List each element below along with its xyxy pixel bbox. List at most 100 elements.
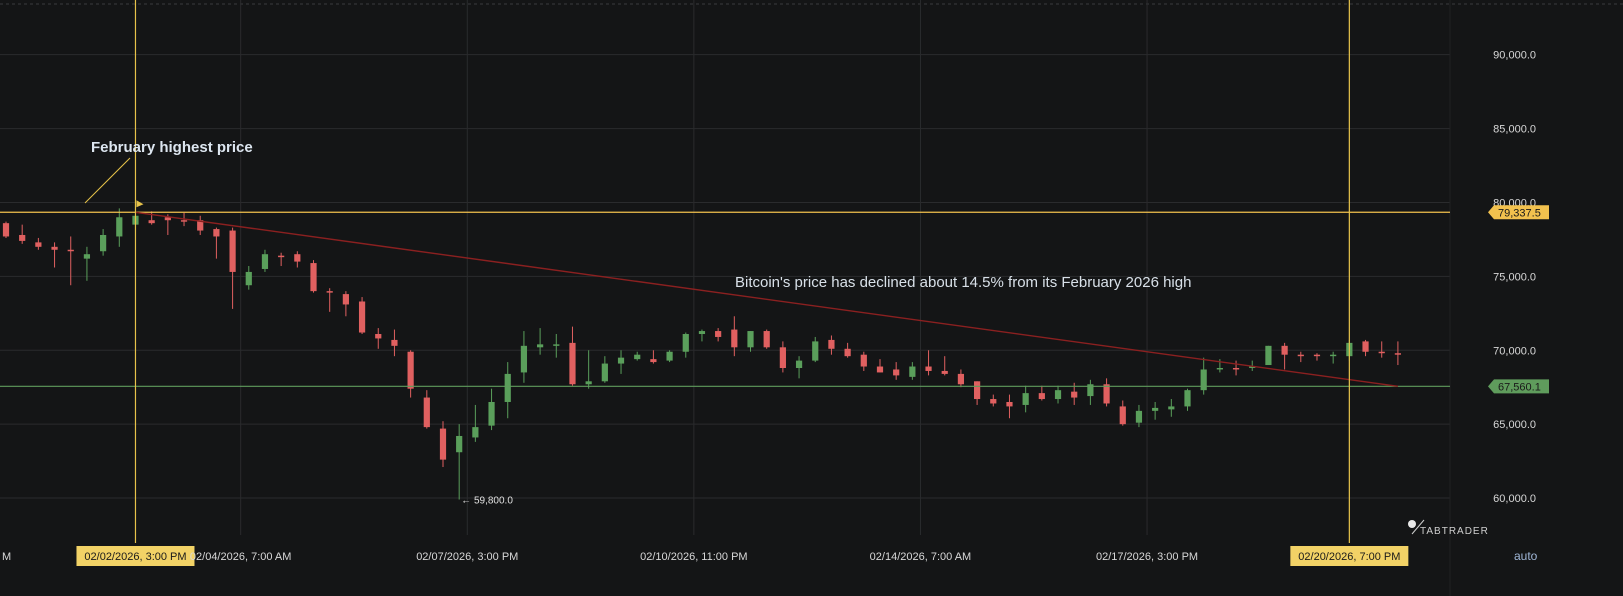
candle-body bbox=[812, 341, 819, 361]
x-tick-label: 02/07/2026, 3:00 PM bbox=[416, 551, 518, 563]
candle bbox=[278, 252, 285, 267]
candle bbox=[795, 356, 803, 379]
candle-body bbox=[278, 255, 285, 258]
candle-body bbox=[100, 234, 107, 252]
candle-body bbox=[245, 271, 252, 286]
candle bbox=[310, 260, 317, 293]
x-tick-label: 02/04/2026, 7:00 AM bbox=[190, 551, 292, 563]
decline-annotation: Bitcoin's price has declined about 14.5%… bbox=[735, 274, 1191, 291]
x-tick-label: M bbox=[2, 551, 11, 563]
candle bbox=[909, 362, 916, 380]
candle bbox=[1103, 378, 1110, 407]
candle-body bbox=[1103, 384, 1110, 404]
candle-body bbox=[197, 220, 204, 231]
candle bbox=[957, 369, 965, 388]
candle bbox=[488, 388, 495, 431]
candle-body bbox=[601, 363, 608, 382]
candle-body bbox=[375, 334, 382, 339]
candle-body bbox=[666, 351, 673, 361]
candle-body bbox=[342, 294, 349, 305]
candle-body bbox=[1119, 406, 1126, 425]
candle bbox=[682, 332, 689, 358]
candle-body bbox=[67, 249, 74, 252]
price-tag: 79,337.5 bbox=[1488, 205, 1549, 220]
candle bbox=[876, 359, 884, 373]
candle-body bbox=[2, 223, 10, 237]
candle-body bbox=[439, 428, 447, 460]
candle-body bbox=[83, 254, 91, 259]
candle-body bbox=[1152, 407, 1159, 411]
candle bbox=[245, 266, 252, 290]
candle bbox=[698, 329, 706, 342]
candle bbox=[326, 288, 333, 312]
candle-body bbox=[1087, 384, 1094, 397]
min-price-label: ← 59,800.0 bbox=[461, 496, 513, 507]
candle bbox=[925, 350, 932, 376]
candle bbox=[1297, 351, 1304, 363]
candle bbox=[1232, 360, 1240, 376]
candle bbox=[213, 227, 220, 259]
time-tag-label: 02/20/2026, 7:00 PM bbox=[1298, 551, 1400, 563]
candle-body bbox=[294, 254, 301, 262]
candle-body bbox=[1006, 401, 1013, 407]
candle-body bbox=[229, 230, 236, 272]
candle bbox=[148, 211, 155, 225]
candle-body bbox=[1330, 354, 1337, 357]
candle-body bbox=[358, 301, 366, 333]
candles bbox=[2, 205, 1402, 500]
candle bbox=[1119, 400, 1126, 426]
candle-body bbox=[1249, 366, 1256, 368]
brand-slash bbox=[1411, 519, 1425, 535]
candle-body bbox=[19, 234, 26, 241]
candle-body bbox=[407, 351, 414, 389]
candle-body bbox=[828, 339, 835, 349]
candle bbox=[860, 351, 867, 371]
price-tag: 67,560.1 bbox=[1488, 379, 1549, 394]
candle-body bbox=[35, 242, 42, 247]
candle-body bbox=[537, 344, 544, 348]
candle bbox=[1265, 345, 1272, 366]
candle-body bbox=[456, 435, 463, 453]
auto-scale-button[interactable]: auto bbox=[1514, 549, 1538, 563]
candle-body bbox=[634, 354, 641, 360]
candle-body bbox=[941, 370, 948, 374]
candle-body bbox=[488, 401, 495, 426]
candle-body bbox=[747, 331, 754, 348]
candle bbox=[1378, 341, 1385, 358]
candle-body bbox=[1022, 393, 1029, 405]
brand-logo: TABTRADER bbox=[1408, 519, 1488, 537]
candle-body bbox=[1362, 341, 1369, 352]
candle bbox=[893, 362, 900, 380]
candle-body bbox=[569, 342, 576, 385]
candle-body bbox=[1054, 390, 1062, 400]
candle-body bbox=[116, 217, 123, 237]
y-tick-label: 60,000.0 bbox=[1493, 493, 1536, 505]
candle bbox=[520, 331, 528, 383]
candle bbox=[1152, 401, 1159, 420]
x-tick-label: 02/17/2026, 3:00 PM bbox=[1096, 551, 1198, 563]
time-tag-bg bbox=[76, 546, 195, 566]
candle bbox=[779, 341, 786, 373]
candle bbox=[1330, 351, 1337, 364]
candle-body bbox=[391, 339, 398, 346]
y-tick-label: 85,000.0 bbox=[1493, 124, 1536, 136]
candle bbox=[812, 336, 819, 363]
candle-body bbox=[682, 334, 689, 352]
candle bbox=[19, 224, 26, 244]
candle-body bbox=[909, 366, 916, 377]
candle-body bbox=[650, 359, 657, 363]
candle-body bbox=[504, 373, 511, 402]
candle bbox=[1184, 388, 1191, 411]
high-annotation: February highest price bbox=[91, 139, 253, 156]
y-tick-label: 75,000.0 bbox=[1493, 271, 1536, 283]
highlighted-time-tag: 02/02/2026, 3:00 PM bbox=[76, 546, 195, 566]
x-tick-label: 02/14/2026, 7:00 AM bbox=[870, 551, 972, 563]
candle-body bbox=[1265, 345, 1272, 366]
candle-body bbox=[180, 220, 188, 222]
candle-body bbox=[310, 263, 317, 292]
candle-body bbox=[1394, 353, 1402, 355]
candle bbox=[1087, 379, 1094, 405]
candle bbox=[763, 329, 770, 349]
